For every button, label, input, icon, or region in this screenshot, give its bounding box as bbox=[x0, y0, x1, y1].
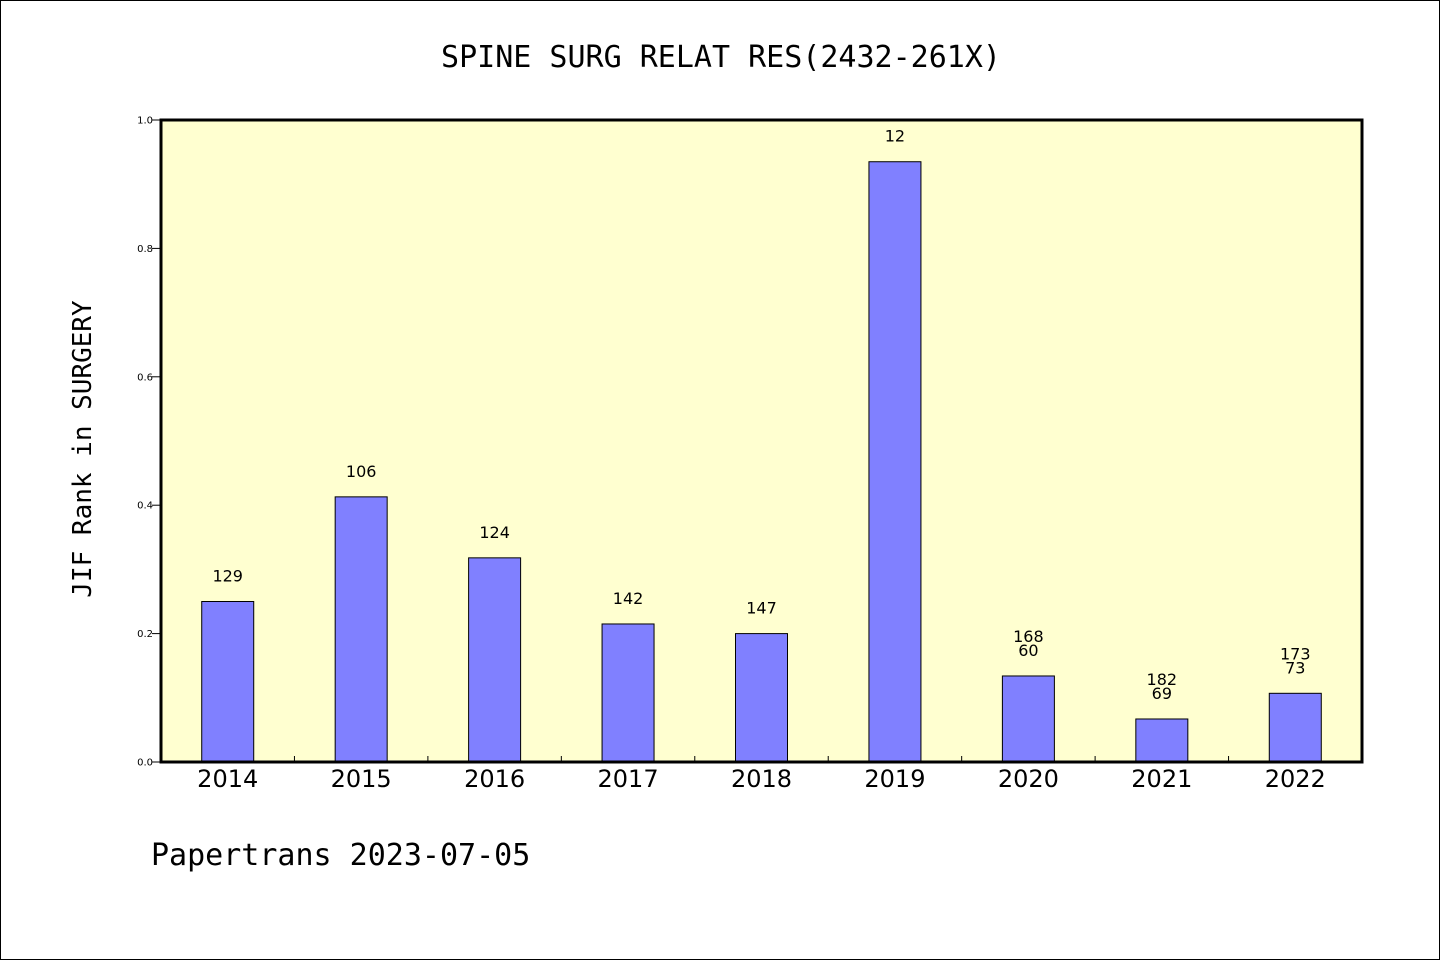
bar-data-label: 182 bbox=[1147, 670, 1178, 689]
x-tick-label: 2018 bbox=[731, 765, 792, 793]
x-tick-label: 2017 bbox=[598, 765, 659, 793]
plot-border bbox=[159, 118, 1364, 764]
y-tick-label: 1.0 bbox=[137, 116, 153, 127]
y-axis-label: JIF Rank in SURGERY bbox=[68, 300, 98, 598]
bar-data-label: 124 bbox=[479, 523, 510, 542]
chart-title: SPINE SURG RELAT RES(2432-261X) bbox=[441, 40, 1001, 75]
bar-data-label: 60 bbox=[1018, 641, 1038, 660]
bar-2018 bbox=[735, 633, 788, 763]
x-axis: 2014 2015 2016 2017 2018 2019 2020 2021 2022 bbox=[197, 756, 1326, 793]
x-tick-label: 2016 bbox=[464, 765, 525, 793]
bar-data-label: 69 bbox=[1152, 684, 1172, 703]
y-axis: 0.0 0.2 0.4 0.6 0.8 1.0 bbox=[137, 116, 161, 769]
bar-data-label: 173 bbox=[1280, 644, 1311, 663]
x-tick-label: 2020 bbox=[998, 765, 1059, 793]
x-tick-label: 2015 bbox=[331, 765, 392, 793]
x-tick-label: 2022 bbox=[1265, 765, 1326, 793]
bar-2022 bbox=[1268, 692, 1322, 763]
bar-data-label: 73 bbox=[1285, 658, 1305, 677]
bar-2019 bbox=[868, 161, 922, 763]
y-tick-label: 0.4 bbox=[137, 501, 153, 512]
bar-2017 bbox=[601, 623, 655, 763]
footer-text: Papertrans 2023-07-05 bbox=[151, 838, 530, 873]
y-tick-label: 0.8 bbox=[137, 244, 153, 255]
bar-2020 bbox=[1001, 675, 1055, 763]
bars-layer bbox=[201, 161, 1322, 763]
bar-data-label: 168 bbox=[1013, 627, 1044, 646]
bar-2015 bbox=[334, 496, 388, 763]
x-tick-label: 2019 bbox=[864, 765, 925, 793]
bar-2014 bbox=[201, 601, 255, 763]
bar-data-label: 147 bbox=[746, 599, 777, 618]
y-tick-label: 0.2 bbox=[137, 629, 153, 640]
x-tick-label: 2021 bbox=[1131, 765, 1192, 793]
y-tick-label: 0.6 bbox=[137, 372, 153, 383]
bar-data-label: 12 bbox=[885, 127, 905, 146]
bar-data-label: 142 bbox=[613, 589, 644, 608]
bar-2016 bbox=[468, 557, 522, 763]
x-tick-label: 2014 bbox=[197, 765, 258, 793]
bar-2021 bbox=[1135, 718, 1189, 763]
bar-data-label: 106 bbox=[346, 462, 377, 481]
y-tick-label: 0.0 bbox=[137, 758, 153, 769]
bar-data-label: 129 bbox=[212, 567, 243, 586]
